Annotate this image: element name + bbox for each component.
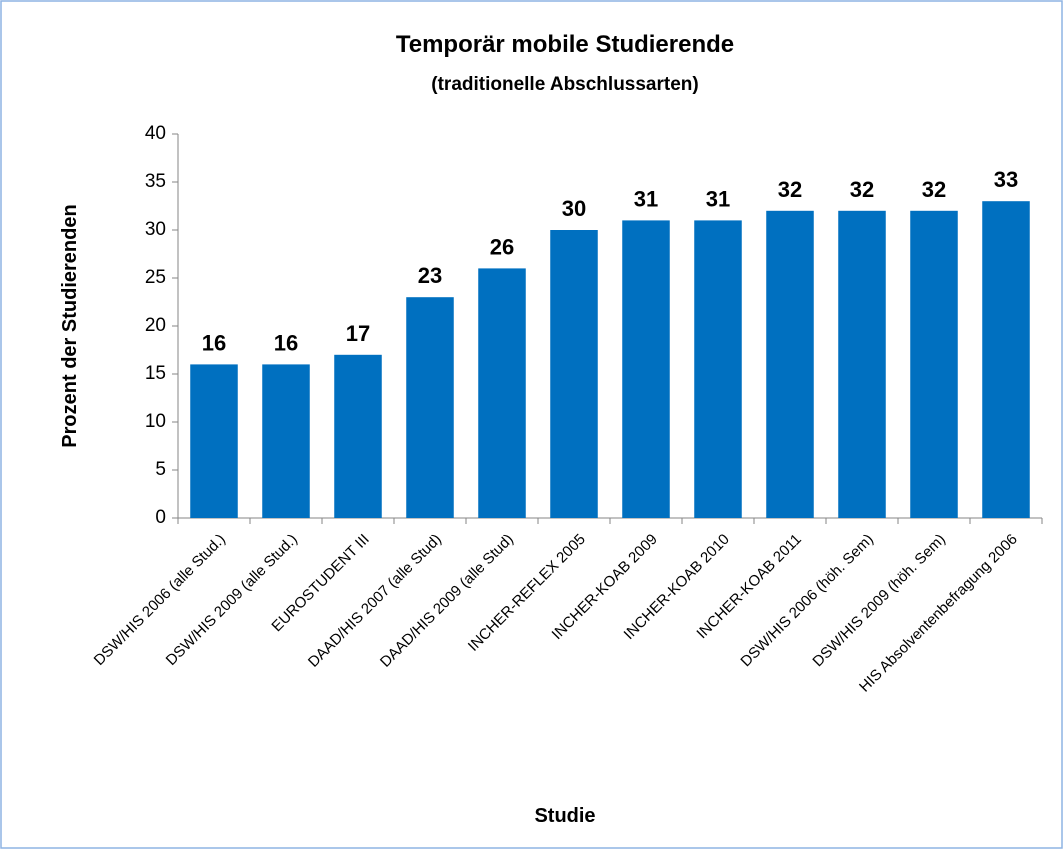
y-tick-label: 30 — [145, 219, 166, 240]
y-tick-label: 40 — [145, 123, 166, 144]
data-label: 31 — [634, 186, 658, 211]
y-tick-label: 10 — [145, 411, 166, 432]
data-label: 17 — [346, 321, 370, 346]
data-label: 32 — [850, 177, 874, 202]
bar — [766, 210, 814, 519]
x-axis-label: Studie — [534, 805, 595, 827]
bar — [478, 268, 526, 518]
data-label: 26 — [490, 234, 514, 259]
y-tick-label: 0 — [155, 507, 166, 528]
bar — [982, 201, 1030, 518]
y-tick-label: 20 — [145, 315, 166, 336]
y-axis-label: Prozent der Studierenden — [59, 204, 81, 447]
y-tick-label: 25 — [145, 267, 166, 288]
bar — [694, 220, 742, 518]
bar — [190, 364, 238, 518]
y-tick-label: 35 — [145, 171, 166, 192]
bar — [262, 364, 310, 518]
data-label: 32 — [778, 177, 802, 202]
bar — [334, 354, 382, 518]
bar — [550, 230, 598, 518]
data-label: 23 — [418, 263, 442, 288]
chart-subtitle: (traditionelle Abschlussarten) — [431, 74, 698, 95]
bar — [406, 297, 454, 518]
data-label: 31 — [706, 186, 730, 211]
data-label: 33 — [994, 167, 1018, 192]
y-tick-label: 5 — [155, 459, 166, 480]
data-label: 30 — [562, 196, 586, 221]
bar — [910, 210, 958, 519]
data-label: 16 — [202, 330, 226, 355]
bar — [622, 220, 670, 518]
bar — [838, 210, 886, 519]
data-label: 32 — [922, 177, 946, 202]
data-label: 16 — [274, 330, 298, 355]
chart-title: Temporär mobile Studierende — [396, 31, 734, 58]
y-tick-label: 15 — [145, 363, 166, 384]
